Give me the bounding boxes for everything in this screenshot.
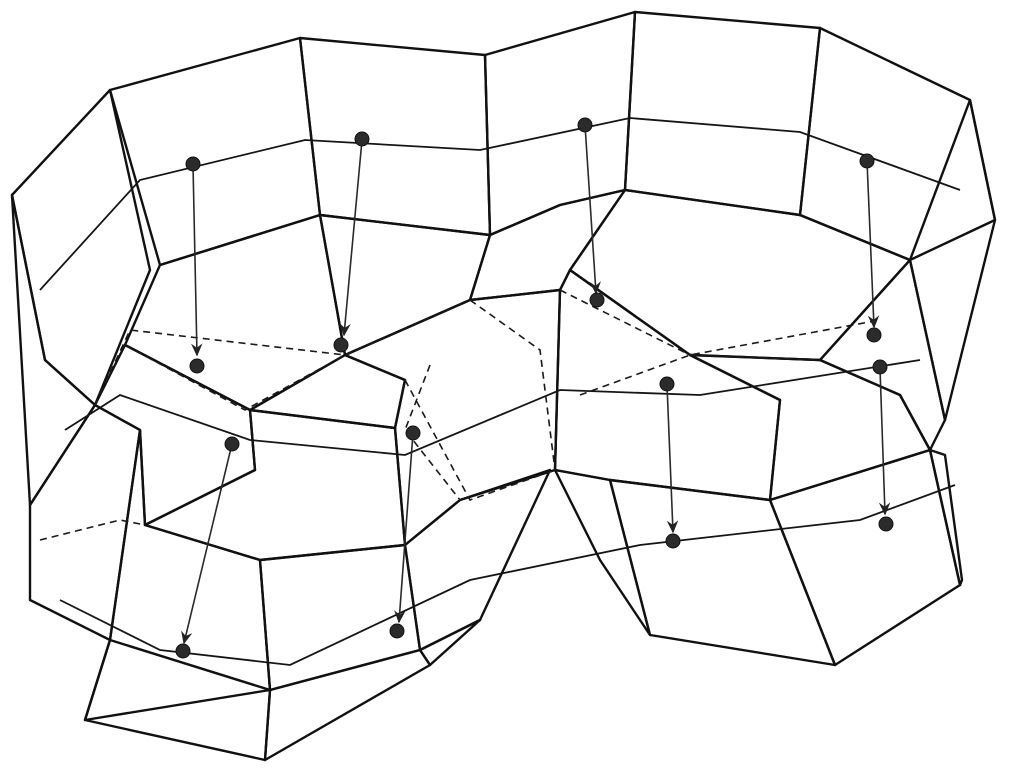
middle-band-center-face: [343, 288, 562, 547]
upper-right-inner-right: [568, 188, 912, 362]
upper-right-face-front: [483, 10, 637, 237]
arrow-6: [394, 432, 414, 624]
upper-right-face-rightmost: [908, 98, 997, 422]
lower-left-face-bottomright: [418, 618, 482, 667]
lower-left-face-right: [258, 543, 422, 692]
lower-right-face-right: [768, 448, 962, 667]
arrow-2: [339, 139, 363, 337]
node-mid-2: [333, 337, 349, 353]
nodes: [175, 117, 894, 659]
node-top-2: [354, 131, 370, 147]
node-bottom-1: [175, 643, 191, 659]
upper-right-face-right: [798, 26, 997, 262]
node-mid-3: [589, 292, 605, 308]
upper-left-face-front2: [298, 36, 492, 237]
arrow-8: [878, 367, 891, 516]
middle-band: [93, 258, 947, 562]
upper-right-inner-left: [468, 188, 627, 302]
upper-left-inner-right: [318, 213, 492, 357]
node-bottom-2: [389, 623, 405, 639]
node-mid-8: [872, 359, 888, 375]
node-mid-6: [405, 425, 421, 441]
upper-left-inner-left: [123, 213, 347, 412]
node-top-3: [577, 117, 593, 133]
lower-left-face-left: [28, 403, 142, 642]
node-bottom-3: [665, 533, 681, 549]
upper-right-face-front2: [623, 10, 822, 217]
middle-band-front-face: [143, 408, 407, 562]
arrow-1: [190, 164, 203, 357]
node-top-1: [185, 156, 201, 172]
arrow-5: [181, 443, 233, 645]
lower-right-prism: [553, 448, 964, 667]
node-bottom-4: [878, 516, 894, 532]
mid-height-lines: [39, 117, 961, 666]
node-top-4: [859, 153, 875, 169]
lower-left-face-right2: [263, 648, 432, 762]
upper-left-face-leftmost: [10, 88, 152, 407]
lower-left-face-front2: [83, 638, 272, 762]
node-mid-4: [866, 327, 882, 343]
arrow-3: [584, 124, 601, 295]
upper-right-prism: [468, 10, 997, 422]
lower-left-prism: [28, 403, 552, 762]
node-mid-5: [224, 436, 240, 452]
node-mid-7: [659, 376, 675, 392]
arrow-7: [666, 384, 679, 534]
lower-right-face-front: [608, 478, 837, 667]
hidden-edges: [39, 289, 946, 541]
upper-left-face-left-lower: [10, 193, 97, 507]
lower-left-face-front: [83, 428, 272, 722]
arrows: [181, 124, 891, 645]
arrow-4: [866, 160, 880, 329]
lower-right-face-right2: [928, 448, 964, 587]
node-mid-1: [189, 358, 205, 374]
